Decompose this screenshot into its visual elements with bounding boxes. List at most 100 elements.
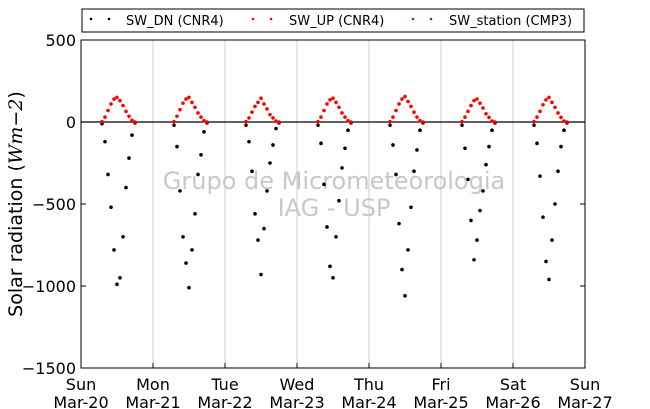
point-series-1-69 bbox=[487, 115, 491, 120]
point-series-1-64 bbox=[472, 98, 476, 103]
point-series-1-26 bbox=[250, 110, 254, 114]
point-series-0-76 bbox=[544, 259, 548, 264]
point-series-1-1 bbox=[103, 115, 107, 119]
y-axis-label-close: ) bbox=[5, 91, 27, 98]
point-series-0-56 bbox=[412, 169, 416, 173]
point-series-1-32 bbox=[268, 112, 272, 117]
point-series-0-65 bbox=[475, 238, 479, 242]
point-series-1-82 bbox=[562, 119, 566, 123]
point-series-1-76 bbox=[544, 98, 548, 102]
point-series-0-31 bbox=[265, 189, 269, 193]
point-series-0-22 bbox=[202, 130, 206, 134]
point-series-1-19 bbox=[193, 105, 197, 110]
point-series-0-74 bbox=[538, 174, 542, 178]
point-series-1-68 bbox=[484, 112, 488, 116]
x-tick-date-6: Mar-26 bbox=[485, 393, 540, 409]
point-series-0-62 bbox=[466, 177, 470, 182]
x-tick-day-0: Sun bbox=[66, 375, 96, 394]
legend-marker-sw-up-2 bbox=[269, 17, 273, 21]
point-series-1-81 bbox=[559, 115, 563, 120]
point-series-0-12 bbox=[172, 123, 176, 128]
point-series-1-44 bbox=[340, 111, 344, 115]
y-axis-label-main: Solar radiation ( bbox=[5, 164, 27, 317]
point-series-1-13 bbox=[175, 114, 179, 119]
point-series-0-53 bbox=[403, 294, 407, 298]
point-series-1-66 bbox=[478, 101, 482, 105]
point-series-0-37 bbox=[319, 141, 323, 146]
point-series-1-65 bbox=[475, 97, 479, 101]
point-series-1-60 bbox=[460, 119, 464, 124]
point-series-0-64 bbox=[472, 257, 476, 262]
point-series-1-34 bbox=[274, 119, 278, 123]
point-series-1-28 bbox=[256, 100, 260, 105]
legend-marker-sw-dn-2 bbox=[107, 17, 111, 21]
point-series-1-74 bbox=[538, 109, 542, 114]
legend-marker-sw-dn-1 bbox=[89, 17, 93, 21]
point-series-1-2 bbox=[106, 108, 110, 113]
point-series-0-79 bbox=[553, 202, 557, 206]
point-series-1-21 bbox=[199, 115, 203, 119]
point-series-0-6 bbox=[118, 276, 122, 280]
x-tick-date-2: Mar-22 bbox=[197, 393, 252, 409]
point-series-1-6 bbox=[118, 98, 122, 103]
point-series-0-16 bbox=[184, 261, 188, 265]
point-series-1-61 bbox=[463, 115, 467, 119]
point-series-0-45 bbox=[343, 146, 347, 151]
point-series-0-46 bbox=[346, 128, 350, 132]
point-series-1-5 bbox=[115, 95, 119, 100]
point-series-0-7 bbox=[121, 235, 125, 239]
y-tick-label-0: 500 bbox=[45, 31, 76, 50]
point-series-1-27 bbox=[253, 104, 257, 109]
x-tick-day-7: Sun bbox=[570, 375, 600, 394]
data-points bbox=[100, 94, 569, 298]
y-axis-ticks: 500 0 −500 −1000 −1500 bbox=[22, 31, 585, 378]
point-series-1-48 bbox=[388, 119, 392, 124]
x-tick-day-6: Sat bbox=[500, 375, 526, 394]
point-series-1-20 bbox=[196, 111, 200, 115]
point-series-0-10 bbox=[130, 133, 134, 137]
point-series-0-26 bbox=[250, 169, 254, 173]
point-series-1-33 bbox=[271, 116, 275, 120]
point-series-0-13 bbox=[175, 144, 179, 149]
x-tick-day-4: Thu bbox=[353, 375, 384, 394]
point-series-0-54 bbox=[406, 248, 410, 252]
point-series-0-78 bbox=[550, 238, 554, 242]
legend-label-sw-station: SW_station (CMP3) bbox=[449, 14, 572, 29]
point-series-1-63 bbox=[469, 103, 473, 108]
y-tick-label-2: −500 bbox=[32, 195, 76, 214]
point-series-0-18 bbox=[190, 248, 194, 252]
point-series-0-21 bbox=[199, 153, 203, 157]
x-tick-date-1: Mar-21 bbox=[125, 393, 180, 409]
point-series-1-16 bbox=[184, 97, 188, 101]
point-series-0-48 bbox=[388, 123, 392, 128]
legend-label-sw-dn: SW_DN (CNR4) bbox=[126, 14, 224, 29]
point-series-0-49 bbox=[391, 143, 395, 147]
point-series-0-42 bbox=[334, 235, 338, 239]
point-series-1-22 bbox=[202, 118, 206, 123]
legend-box bbox=[81, 8, 585, 33]
legend-label-sw-up: SW_UP (CNR4) bbox=[289, 14, 384, 29]
point-series-0-28 bbox=[256, 238, 260, 242]
point-series-1-56 bbox=[412, 110, 416, 114]
point-series-1-35 bbox=[277, 120, 281, 124]
legend-marker-sw-station-2 bbox=[429, 17, 433, 21]
x-tick-day-5: Fri bbox=[431, 375, 450, 394]
watermark-line-2: IAG - USP bbox=[278, 194, 391, 222]
y-tick-label-3: −1000 bbox=[22, 277, 76, 296]
point-series-0-75 bbox=[541, 215, 545, 219]
point-series-1-75 bbox=[541, 102, 545, 107]
point-series-0-24 bbox=[244, 123, 248, 128]
point-series-0-40 bbox=[328, 264, 332, 269]
y-tick-label-1: 0 bbox=[66, 113, 76, 132]
point-series-1-42 bbox=[334, 100, 338, 105]
point-series-1-77 bbox=[547, 95, 551, 100]
point-series-1-7 bbox=[121, 103, 125, 108]
point-series-1-41 bbox=[331, 96, 335, 101]
point-series-1-71 bbox=[493, 120, 497, 124]
point-series-1-51 bbox=[397, 102, 401, 106]
point-series-1-4 bbox=[112, 97, 116, 101]
point-series-0-72 bbox=[532, 123, 536, 128]
point-series-1-49 bbox=[391, 115, 395, 119]
point-series-0-3 bbox=[109, 205, 113, 210]
